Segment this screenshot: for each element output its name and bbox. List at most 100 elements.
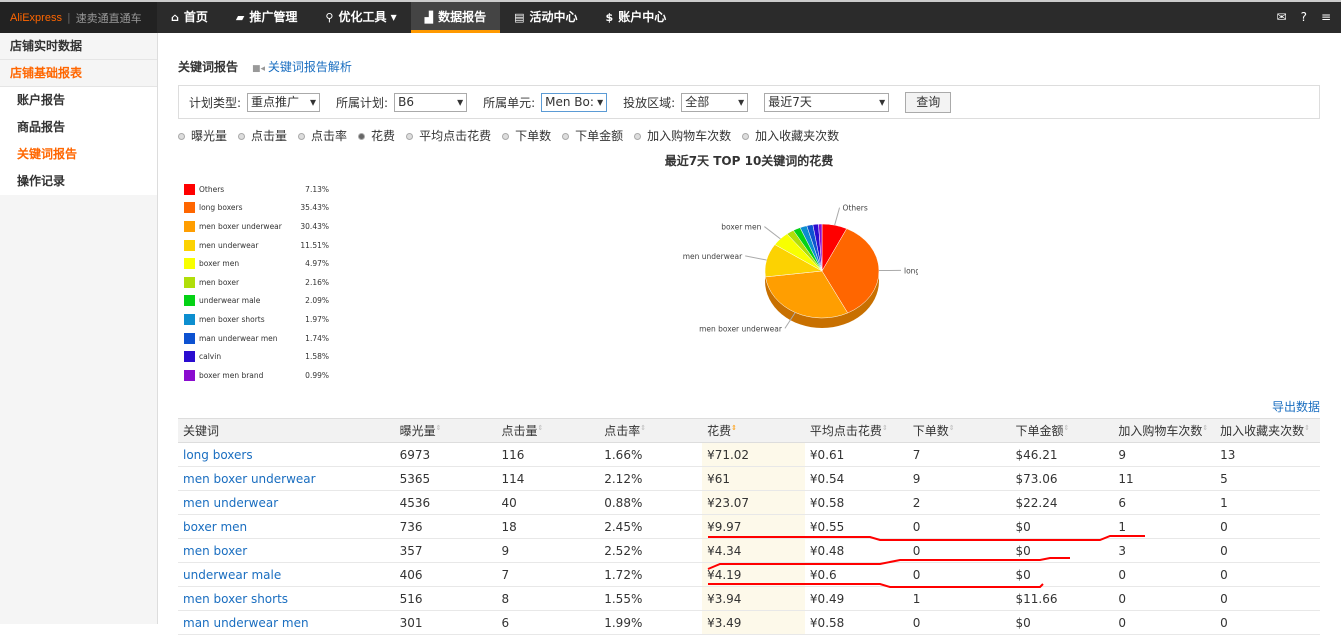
- nav-item-5[interactable]: $账户中心: [592, 2, 681, 33]
- column-header[interactable]: 下单数⇕: [908, 419, 1011, 443]
- metric-radio[interactable]: 下单金额: [562, 127, 623, 144]
- column-header[interactable]: 点击率⇕: [599, 419, 702, 443]
- radio-icon: [634, 133, 641, 140]
- keyword-link[interactable]: boxer men: [178, 515, 395, 539]
- page-title: 关键词报告: [178, 58, 238, 75]
- pie-label-line: [835, 208, 840, 226]
- column-header[interactable]: 加入购物车次数⇕: [1113, 419, 1215, 443]
- sort-icon[interactable]: ⇕: [731, 424, 737, 432]
- nav-item-1[interactable]: ▰推广管理: [222, 2, 311, 33]
- region-select[interactable]: 全部▾: [681, 93, 748, 112]
- sort-icon[interactable]: ⇕: [882, 424, 888, 432]
- sort-icon[interactable]: ⇕: [436, 424, 442, 432]
- period-select[interactable]: 最近7天▾: [764, 93, 889, 112]
- legend-swatch: [184, 351, 195, 362]
- plan-type-select[interactable]: 重点推广▾: [247, 93, 320, 112]
- sidebar-item-keyword-report[interactable]: 关键词报告: [0, 141, 157, 168]
- nav-item-2[interactable]: ⚲优化工具 ▾: [311, 2, 410, 33]
- sidebar-item-account-report[interactable]: 账户报告: [0, 87, 157, 114]
- keyword-link[interactable]: underwear male: [178, 563, 395, 587]
- table-cell: 0: [1215, 539, 1320, 563]
- table-cell: $46.21: [1011, 443, 1114, 467]
- sidebar-item-realtime[interactable]: 店铺实时数据: [0, 33, 157, 60]
- sort-icon[interactable]: ⇕: [537, 424, 543, 432]
- nav-item-3[interactable]: ▟数据报告: [411, 2, 500, 33]
- logo[interactable]: AliExpress|速卖通直通车: [0, 2, 157, 33]
- table-cell: 0: [1215, 515, 1320, 539]
- nav-item-4[interactable]: ▤活动中心: [500, 2, 591, 33]
- keyword-table: 关键词曝光量⇕点击量⇕点击率⇕花费⇕平均点击花费⇕下单数⇕下单金额⇕加入购物车次…: [178, 418, 1320, 635]
- keyword-link[interactable]: men boxer underwear: [178, 467, 395, 491]
- metric-radio[interactable]: 加入购物车次数: [634, 127, 731, 144]
- table-cell: 1: [1215, 491, 1320, 515]
- table-cell: 0: [1215, 611, 1320, 635]
- legend-swatch: [184, 221, 195, 232]
- keyword-link[interactable]: men underwear: [178, 491, 395, 515]
- query-button[interactable]: 查询: [905, 92, 951, 113]
- video-icon: ■◂: [252, 64, 268, 74]
- sort-icon[interactable]: ⇕: [1202, 424, 1208, 432]
- keyword-link[interactable]: men boxer shorts: [178, 587, 395, 611]
- legend-swatch: [184, 295, 195, 306]
- legend-swatch: [184, 202, 195, 213]
- table-cell: ¥9.97: [702, 515, 805, 539]
- legend-swatch: [184, 370, 195, 381]
- sort-icon[interactable]: ⇕: [949, 424, 955, 432]
- keyword-link[interactable]: man underwear men: [178, 611, 395, 635]
- help-icon[interactable]: ?: [1301, 10, 1307, 24]
- sort-icon[interactable]: ⇕: [640, 424, 646, 432]
- sort-icon[interactable]: ⇕: [1064, 424, 1070, 432]
- metric-radio[interactable]: 平均点击花费: [406, 127, 491, 144]
- metric-radio[interactable]: 下单数: [502, 127, 551, 144]
- legend-swatch: [184, 258, 195, 269]
- metric-radio[interactable]: 点击量: [238, 127, 287, 144]
- column-header[interactable]: 花费⇕: [702, 419, 805, 443]
- sidebar-item-product-report[interactable]: 商品报告: [0, 114, 157, 141]
- table-cell: 9: [496, 539, 599, 563]
- sidebar-item-operation-log[interactable]: 操作记录: [0, 168, 157, 195]
- table-cell: 0: [908, 539, 1011, 563]
- menu-icon[interactable]: ≡: [1321, 10, 1331, 24]
- unit-select[interactable]: Men Bo:▾: [541, 93, 607, 112]
- sidebar-item-basic-reports[interactable]: 店铺基础报表: [0, 60, 157, 87]
- pie-label-line: [764, 227, 780, 239]
- column-header[interactable]: 平均点击花费⇕: [805, 419, 908, 443]
- table-cell: 11: [1113, 467, 1215, 491]
- keyword-link[interactable]: men boxer: [178, 539, 395, 563]
- metric-radio[interactable]: 加入收藏夹次数: [742, 127, 839, 144]
- nav-item-0[interactable]: ⌂首页: [157, 2, 222, 33]
- column-header[interactable]: 关键词: [178, 419, 395, 443]
- mail-icon[interactable]: ✉: [1277, 10, 1287, 24]
- table-cell: 516: [395, 587, 497, 611]
- table-cell: 7: [496, 563, 599, 587]
- column-header[interactable]: 点击量⇕: [496, 419, 599, 443]
- export-data-link[interactable]: 导出数据: [1272, 398, 1320, 415]
- metric-radio[interactable]: 点击率: [298, 127, 347, 144]
- column-header[interactable]: 加入收藏夹次数⇕: [1215, 419, 1320, 443]
- metric-radio[interactable]: 花费: [358, 127, 395, 144]
- help-link[interactable]: ■◂ 关键词报告解析: [252, 58, 352, 75]
- sort-icon[interactable]: ⇕: [1304, 424, 1310, 432]
- column-header[interactable]: 下单金额⇕: [1011, 419, 1114, 443]
- plan-select[interactable]: B6▾: [394, 93, 467, 112]
- column-header[interactable]: 曝光量⇕: [395, 419, 497, 443]
- table-cell: 0: [1113, 563, 1215, 587]
- keyword-link[interactable]: long boxers: [178, 443, 395, 467]
- metric-radio[interactable]: 曝光量: [178, 127, 227, 144]
